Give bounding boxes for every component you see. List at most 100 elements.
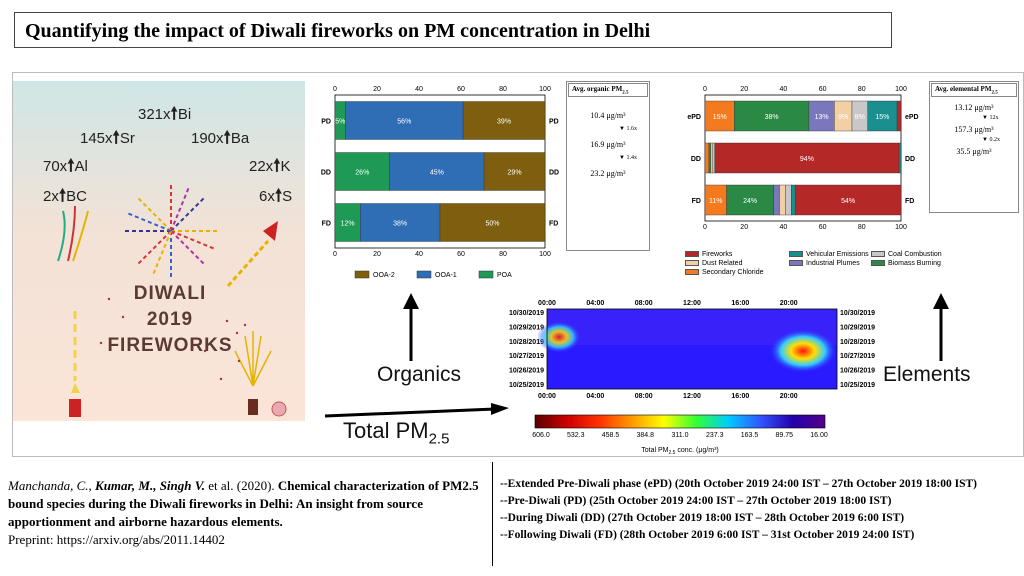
- legend-item: Coal Combustion: [871, 251, 942, 258]
- hotspot: [537, 321, 581, 353]
- x-tick-top: 20: [373, 86, 381, 93]
- segment-label: 39%: [497, 119, 511, 126]
- x-tick-top: 80: [858, 86, 866, 93]
- legend-item: Industrial Plumes: [789, 260, 860, 267]
- element-k: 22x🠕K: [249, 156, 291, 175]
- down-arrow-icon: ▼: [619, 126, 625, 133]
- firework-burst-icon: [123, 183, 219, 279]
- legend-label: OOA-1: [435, 272, 457, 279]
- time-tick-top: 08:00: [635, 300, 653, 307]
- row-label-right: FD: [905, 198, 914, 205]
- segment-label: 24%: [743, 198, 757, 205]
- time-tick-top: 20:00: [780, 300, 798, 307]
- row-label: DD: [691, 156, 701, 163]
- segment-label: 12%: [341, 221, 355, 228]
- date-tick-left: 10/25/2019: [509, 382, 544, 389]
- up-arrow-icon: 🠕: [67, 156, 75, 175]
- row-label-right: PD: [549, 119, 559, 126]
- row-label-right: FD: [549, 221, 558, 228]
- x-tick-bottom: 60: [819, 224, 827, 231]
- segment-label: 56%: [397, 119, 411, 126]
- bar-segment: [704, 142, 710, 174]
- elemental-source-chart: 0 0 20 20 40 40 60 60 80 80 100 100 ePD ePD 15% 38% 13% 9…: [687, 86, 918, 231]
- colorbar-tick: 606.0: [532, 432, 550, 439]
- x-tick-bottom: 80: [858, 224, 866, 231]
- organic-avg-box: Avg. organic PM2.5 10.4 μg/m³ ▼ 1.6x 16.…: [566, 81, 650, 251]
- bar-segment: [360, 203, 441, 242]
- x-tick-top: 0: [333, 86, 337, 93]
- period-pd: --Pre-Diwali (PD) (25th October 2019 24:…: [500, 495, 892, 507]
- legend-item: Fireworks: [685, 251, 732, 258]
- segment-label: 26%: [355, 170, 369, 177]
- row-label: FD: [692, 198, 701, 205]
- date-tick-right: 10/28/2019: [840, 339, 875, 346]
- bar-segment: [773, 184, 780, 216]
- colorbar-tick: 237.3: [706, 432, 724, 439]
- segment-label: 38%: [765, 114, 779, 121]
- total-pm-label: Total PM2.5: [343, 418, 450, 448]
- row-label: FD: [322, 221, 331, 228]
- up-arrow-icon: 🠕: [58, 186, 67, 205]
- time-tick-bottom: 12:00: [683, 393, 701, 400]
- x-tick-bottom: 0: [333, 251, 337, 258]
- x-tick-top: 100: [895, 86, 907, 93]
- row-label: DD: [321, 170, 331, 177]
- colorbar-tick: 89.75: [775, 432, 793, 439]
- segment-label: 5%: [335, 119, 345, 126]
- bar-segment: [726, 184, 774, 216]
- x-tick-top: 0: [703, 86, 707, 93]
- x-tick-bottom: 100: [539, 251, 551, 258]
- bar-segment: [483, 152, 546, 191]
- bar-segment: [345, 101, 464, 140]
- up-arrow-icon: 🠕: [223, 128, 231, 147]
- fireworks-cartoon: 321x🠕Bi 145x🠕Sr 190x🠕Ba 70x🠕Al 22x🠕K 2x🠕…: [13, 81, 305, 421]
- bar-segment: [808, 100, 835, 132]
- time-tick-bottom: 00:00: [538, 393, 556, 400]
- date-tick-right: 10/29/2019: [840, 324, 875, 331]
- x-tick-top: 80: [499, 86, 507, 93]
- date-tick-left: 10/28/2019: [509, 339, 544, 346]
- bar-segment: [389, 152, 485, 191]
- page-title: Quantifying the impact of Diwali firewor…: [14, 12, 892, 48]
- bar-segment: [714, 142, 900, 174]
- diwali-label: DIWALI 2019 FIREWORKS: [107, 283, 233, 356]
- bar-segment: [712, 142, 716, 174]
- legend-label: POA: [497, 272, 512, 279]
- element-s: 6x🠕S: [259, 186, 293, 205]
- period-fd: --Following Diwali (FD) (28th October 20…: [500, 529, 915, 541]
- bar-segment: [462, 101, 546, 140]
- x-tick-bottom: 60: [457, 251, 465, 258]
- bar-segment: [898, 142, 902, 174]
- elements-label: Elements: [883, 363, 971, 386]
- organics-label: Organics: [377, 363, 462, 386]
- divider: [492, 462, 493, 566]
- legend-item: Secondary Chloride: [685, 269, 763, 276]
- element-sr: 145x🠕Sr: [80, 128, 135, 147]
- up-arrow-icon: 🠕: [112, 128, 120, 147]
- time-tick-bottom: 20:00: [780, 393, 798, 400]
- legend-swatch: [354, 270, 370, 279]
- organic-source-chart: 0 0 20 20 40 40 60 60 80 80 100 100 PD PD 5% 56% 39% DD DD…: [321, 86, 559, 279]
- bar-segment: [734, 100, 810, 132]
- colorbar-tick: 458.5: [602, 432, 620, 439]
- period-epd: --Extended Pre-Diwali phase (ePD) (20th …: [500, 478, 978, 490]
- bar-segment: [710, 142, 714, 174]
- bar-segment: [439, 203, 546, 242]
- time-tick-bottom: 08:00: [635, 393, 653, 400]
- segment-label: 13%: [815, 114, 829, 121]
- colorbar: [534, 414, 826, 429]
- x-tick-bottom: 100: [895, 224, 907, 231]
- legend-swatch: [478, 270, 494, 279]
- element-al: 70x🠕Al: [43, 156, 88, 175]
- x-tick-top: 60: [457, 86, 465, 93]
- colorbar-tick: 311.0: [672, 432, 689, 439]
- bar-segment: [794, 184, 902, 216]
- date-tick-right: 10/26/2019: [840, 368, 875, 375]
- candle-icon: [57, 205, 89, 417]
- fountain-icon: [234, 331, 287, 417]
- row-label: ePD: [687, 114, 701, 121]
- legend-swatch: [416, 270, 432, 279]
- colorbar-label: Total PM2.5 conc. (μg/m³): [641, 447, 719, 455]
- x-tick-top: 40: [780, 86, 788, 93]
- down-arrow-icon: ▼: [982, 137, 988, 144]
